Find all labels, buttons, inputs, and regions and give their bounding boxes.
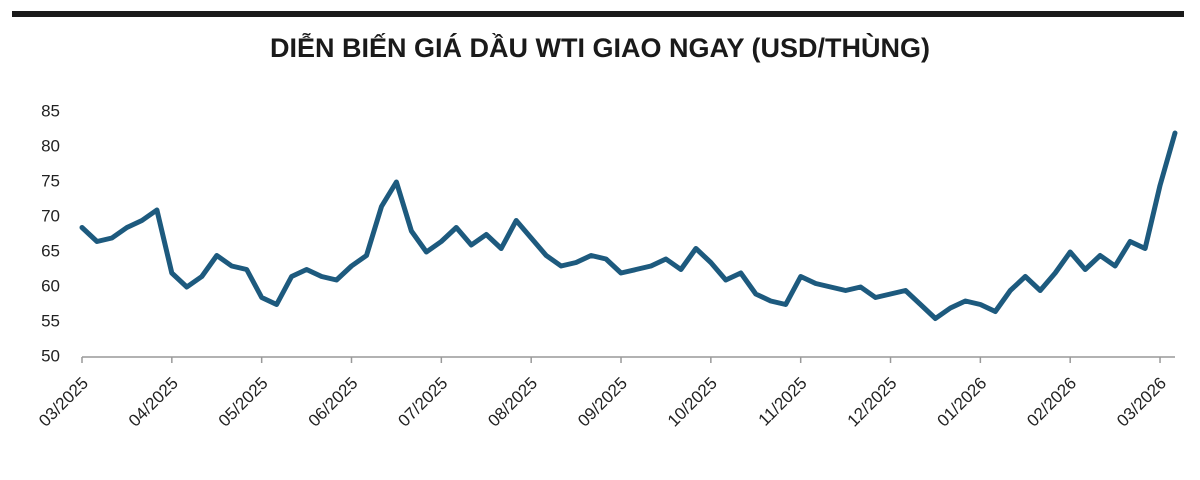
x-tick-label: 12/2025	[844, 374, 901, 431]
y-tick-label: 55	[41, 311, 60, 330]
x-tick-label: 01/2026	[933, 374, 990, 431]
x-tick-label: 03/2026	[1113, 374, 1170, 431]
x-tick-label: 07/2025	[394, 374, 451, 431]
y-tick-label: 70	[41, 206, 60, 225]
x-tick-label: 05/2025	[215, 374, 272, 431]
x-tick-label: 11/2025	[755, 374, 811, 430]
x-tick-label: 02/2026	[1023, 374, 1080, 431]
y-tick-label: 65	[41, 241, 60, 260]
top-rule	[12, 11, 1184, 17]
y-tick-label: 80	[41, 136, 60, 155]
x-tick-label: 08/2025	[484, 374, 541, 431]
x-tick-label: 04/2025	[125, 374, 182, 431]
y-tick-label: 85	[41, 101, 60, 120]
y-tick-label: 75	[41, 171, 60, 190]
x-tick-label: 06/2025	[305, 374, 362, 431]
price-line	[79, 130, 1178, 321]
y-tick-label: 60	[41, 276, 60, 295]
x-tick-label: 03/2025	[35, 374, 92, 431]
x-tick-label: 10/2025	[664, 374, 721, 431]
x-tick-label: 09/2025	[574, 374, 631, 431]
chart-title: DIỄN BIẾN GIÁ DẦU WTI GIAO NGAY (USD/THÙ…	[270, 32, 930, 63]
y-tick-label: 50	[41, 346, 60, 365]
